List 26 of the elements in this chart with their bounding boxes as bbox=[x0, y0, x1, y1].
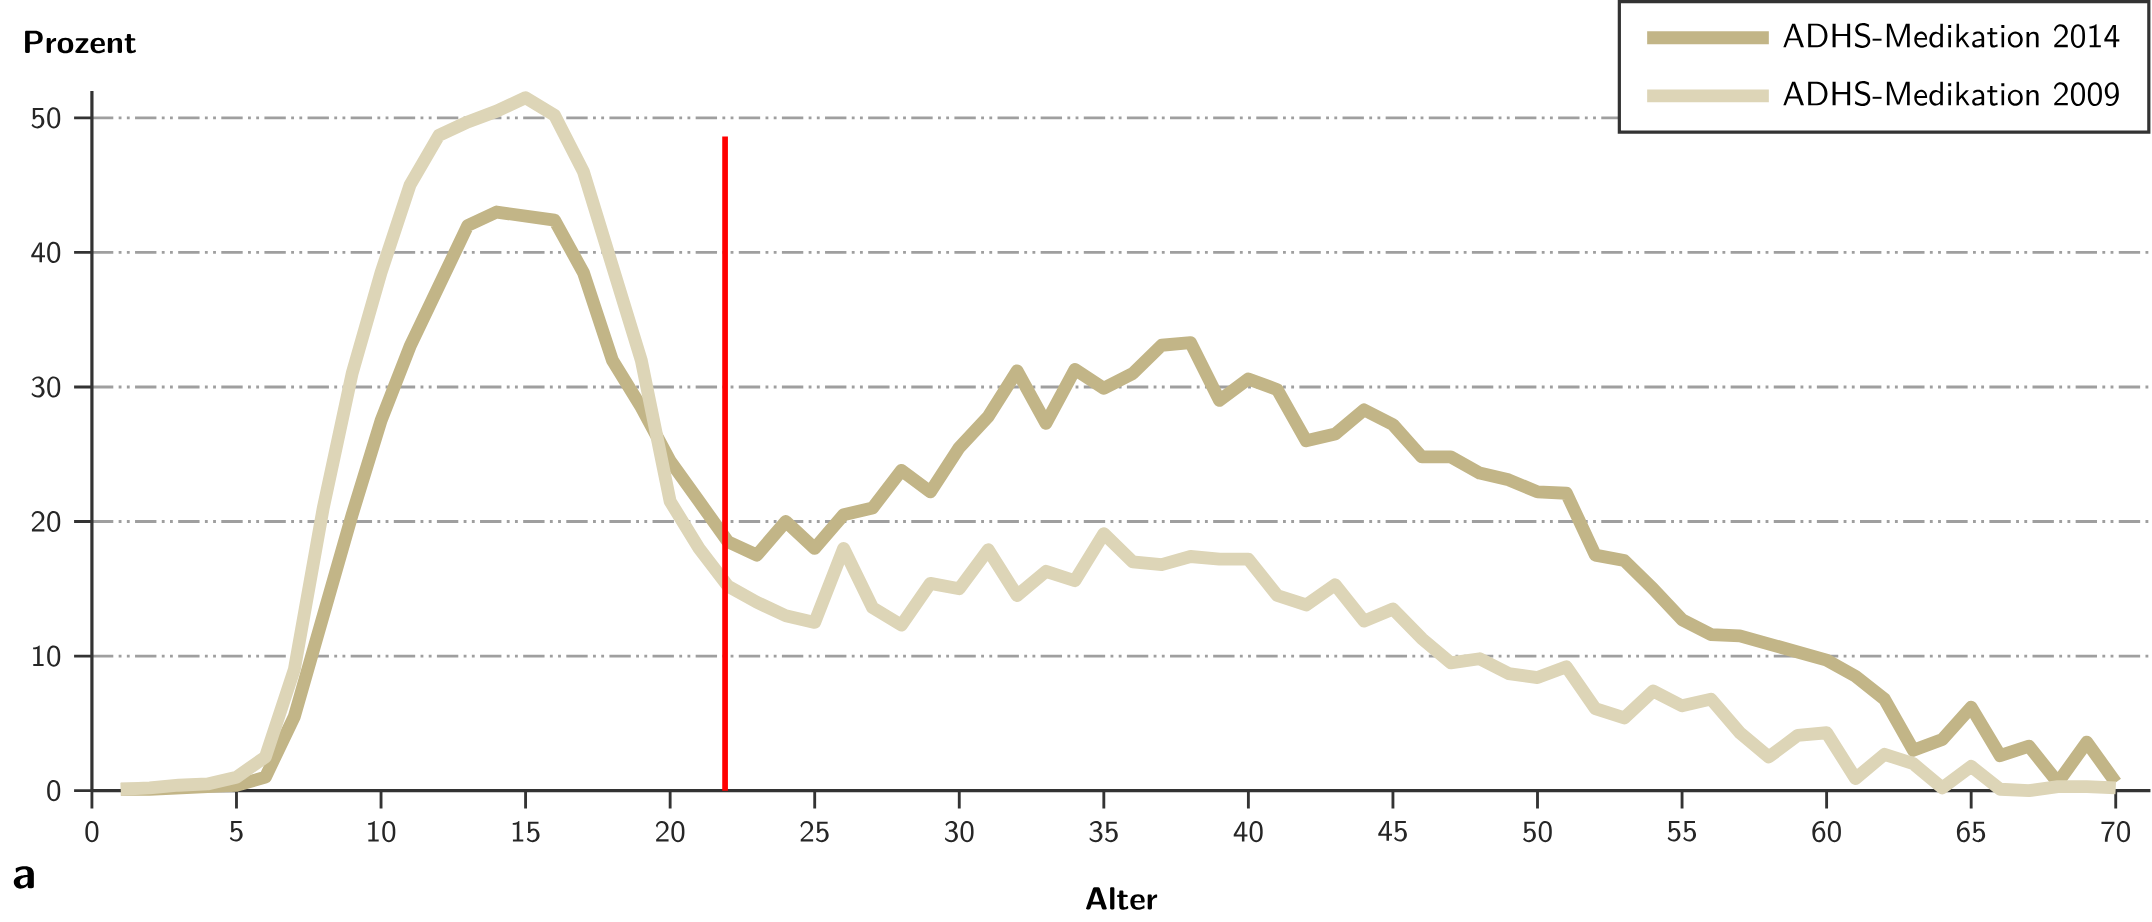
x-tick-label: 30 bbox=[944, 821, 974, 843]
x-tick-label: 40 bbox=[1233, 821, 1263, 843]
x-tick-label: 45 bbox=[1378, 821, 1407, 842]
y-tick-label: 50 bbox=[31, 107, 61, 129]
text: a bbox=[13, 866, 34, 889]
y-tick-label: 0 bbox=[47, 780, 61, 802]
x-tick-label: 0 bbox=[85, 821, 99, 843]
y-tick-label: 10 bbox=[33, 645, 61, 667]
x-tick-label: 20 bbox=[655, 821, 685, 843]
x-tick-label: 10 bbox=[368, 821, 396, 843]
x-tick-label: 65 bbox=[1956, 821, 1986, 843]
y-axis-title: Prozent bbox=[25, 30, 136, 54]
x-tick-label: 55 bbox=[1667, 821, 1697, 842]
x-tick-label: 25 bbox=[800, 821, 829, 843]
x-tick-label: 35 bbox=[1089, 821, 1118, 843]
y-tick-label: 30 bbox=[31, 376, 61, 398]
legend-label: ADHS-Medikation 2009 bbox=[1783, 81, 2119, 107]
legend-label: ADHS-Medikation 2014 bbox=[1783, 23, 2120, 49]
y-tick-label: 20 bbox=[31, 511, 61, 533]
x-axis-title: Alter bbox=[1086, 887, 1158, 910]
x-tick-label: 5 bbox=[229, 821, 243, 842]
x-tick-label: 70 bbox=[2101, 821, 2131, 843]
y-tick-label: 40 bbox=[31, 242, 61, 264]
x-tick-label: 15 bbox=[512, 821, 540, 843]
x-tick-label: 50 bbox=[1523, 821, 1552, 843]
x-tick-label: 60 bbox=[1812, 821, 1841, 843]
